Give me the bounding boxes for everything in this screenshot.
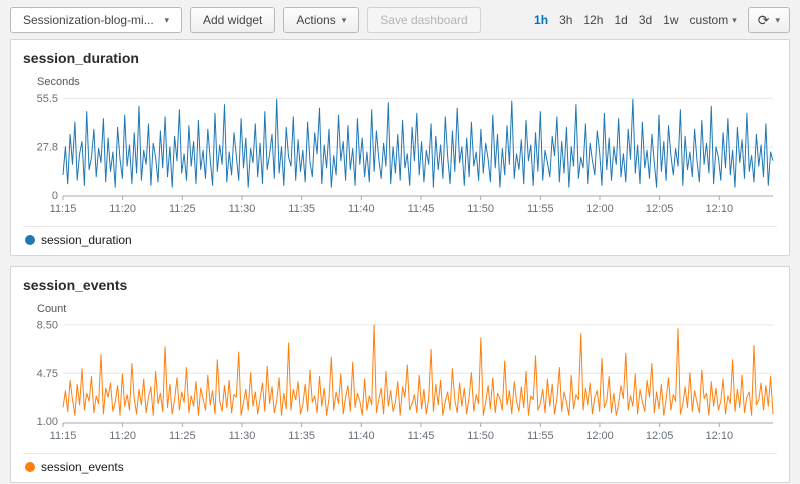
time-range-controls: 1h 3h 12h 1d 3d 1w custom ▾ ⟳ ▾ [534, 7, 790, 33]
y-tick-label: 27.8 [37, 142, 58, 154]
x-tick-label: 11:20 [109, 203, 136, 215]
x-tick-label: 12:10 [706, 430, 734, 442]
dashboard-toolbar: Sessionization-blog-mi... ▾ Add widget A… [0, 0, 800, 39]
x-tick-label: 11:15 [50, 430, 77, 442]
caret-down-icon: ▾ [732, 14, 737, 25]
x-tick-label: 11:55 [527, 430, 554, 442]
y-tick-label: 55.5 [37, 93, 58, 105]
time-range-3h[interactable]: 3h [559, 13, 573, 27]
x-tick-label: 11:50 [467, 203, 494, 215]
x-tick-label: 12:05 [646, 430, 674, 442]
widget-session-duration: session_duration Seconds 0 27.8 55.5 11:15 1… [10, 39, 790, 256]
x-tick-label: 11:25 [169, 203, 196, 215]
legend-item-session-events[interactable]: session_events [23, 453, 777, 478]
x-tick-label: 12:05 [646, 203, 674, 215]
refresh-button[interactable]: ⟳ ▾ [747, 7, 790, 33]
legend-color-dot [25, 235, 35, 245]
x-tick-label: 11:35 [288, 203, 315, 215]
legend-item-session-duration[interactable]: session_duration [23, 226, 777, 251]
legend-label: session_duration [41, 233, 132, 247]
dashboard-select[interactable]: Sessionization-blog-mi... ▾ [10, 7, 182, 33]
x-tick-label: 11:35 [288, 430, 315, 442]
x-tick-label: 11:40 [348, 430, 375, 442]
time-range-1w[interactable]: 1w [663, 13, 679, 27]
actions-button[interactable]: Actions ▾ [283, 7, 360, 33]
legend-color-dot [25, 462, 35, 472]
y-tick-label: 1.00 [37, 416, 58, 428]
x-tick-label: 12:00 [586, 203, 614, 215]
widget-title: session_duration [23, 50, 139, 66]
x-tick-label: 11:40 [348, 203, 375, 215]
x-tick-label: 11:25 [169, 430, 196, 442]
y-axis-unit-label: Seconds [37, 76, 80, 88]
save-dashboard-button[interactable]: Save dashboard [367, 7, 481, 33]
series-line[interactable] [62, 98, 774, 188]
caret-down-icon: ▾ [341, 14, 347, 25]
refresh-icon: ⟳ [757, 12, 770, 28]
y-tick-label: 4.75 [37, 368, 58, 380]
legend-label: session_events [41, 460, 124, 474]
y-tick-label: 8.50 [37, 319, 58, 331]
y-axis-unit-label: Count [37, 303, 67, 315]
x-tick-label: 11:50 [467, 430, 494, 442]
widget-title: session_events [23, 277, 128, 293]
session-events-chart[interactable]: 1.00 4.75 8.50 11:15 11:20 11:25 11:30 11:35 11:… [23, 315, 777, 451]
x-tick-label: 11:30 [229, 203, 256, 215]
series-line[interactable] [62, 324, 774, 416]
time-range-1d[interactable]: 1d [614, 13, 628, 27]
actions-button-label: Actions [296, 13, 336, 27]
x-tick-label: 11:30 [229, 430, 256, 442]
custom-range-label: custom [689, 13, 729, 27]
caret-down-icon: ▾ [775, 14, 780, 25]
x-tick-label: 11:15 [50, 203, 77, 215]
y-tick-label: 0 [52, 190, 58, 202]
x-tick-label: 11:20 [109, 430, 136, 442]
time-range-12h[interactable]: 12h [583, 13, 604, 27]
widget-session-events: session_events Count 1.00 4.75 8.50 11:15 11… [10, 266, 790, 483]
time-range-custom[interactable]: custom ▾ [690, 13, 737, 27]
time-range-3d[interactable]: 3d [638, 13, 653, 27]
x-tick-label: 12:10 [706, 203, 734, 215]
add-widget-button[interactable]: Add widget [190, 7, 276, 33]
x-tick-label: 11:55 [527, 203, 554, 215]
x-tick-label: 11:45 [408, 430, 435, 442]
caret-down-icon: ▾ [164, 14, 169, 25]
x-tick-label: 11:45 [408, 203, 435, 215]
x-tick-label: 12:00 [586, 430, 614, 442]
dashboard-select-value: Sessionization-blog-mi... [23, 13, 154, 27]
time-range-1h[interactable]: 1h [534, 13, 549, 27]
session-duration-chart[interactable]: 0 27.8 55.5 11:15 11:20 11:25 11:30 11:35 11:40 1… [23, 88, 777, 224]
